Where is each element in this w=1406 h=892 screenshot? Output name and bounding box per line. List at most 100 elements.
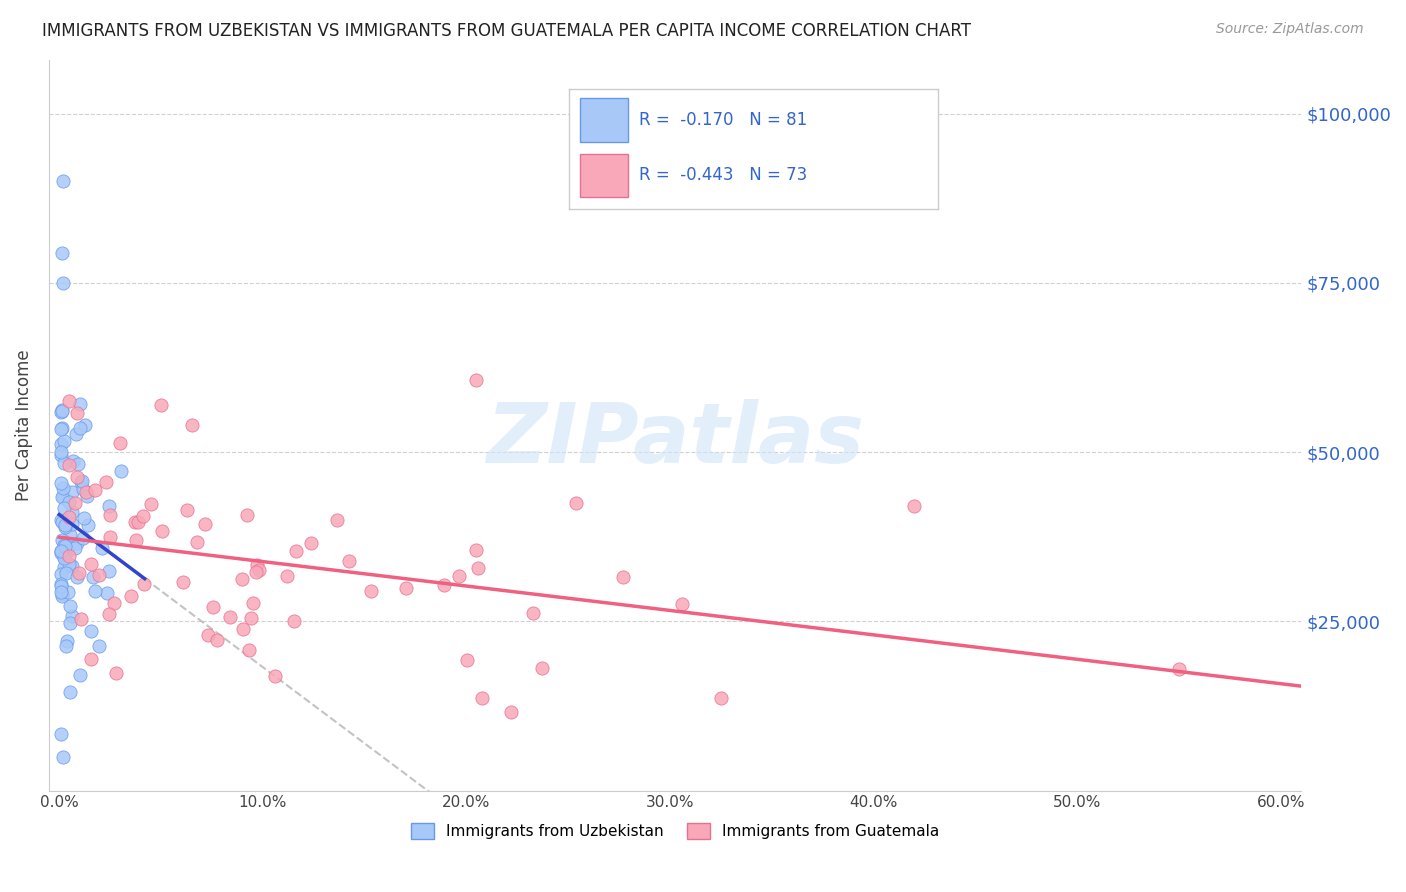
Point <box>53 549 76 564</box>
Point <box>75 485 97 500</box>
Point <box>66 569 89 583</box>
Point <box>60 517 83 532</box>
Point <box>51 585 73 599</box>
Point <box>186 535 208 549</box>
Point <box>242 596 264 610</box>
Point <box>70 612 93 626</box>
Point <box>76 517 98 532</box>
Point <box>246 558 269 573</box>
Point <box>612 570 634 584</box>
Point <box>464 373 486 387</box>
Point <box>903 500 925 514</box>
Point <box>59 599 82 614</box>
Point <box>56 634 79 648</box>
Point <box>82 570 104 584</box>
Point <box>59 615 82 630</box>
Point <box>70 475 93 489</box>
Point <box>395 581 418 595</box>
Point <box>108 436 131 450</box>
Point <box>132 577 155 591</box>
Point <box>51 546 73 560</box>
Point <box>433 577 456 591</box>
Point <box>53 434 76 449</box>
Point <box>172 574 194 589</box>
Point <box>52 481 75 495</box>
Point <box>58 393 80 408</box>
Point <box>65 427 87 442</box>
Point <box>51 544 73 558</box>
Point <box>194 516 217 531</box>
Point <box>55 639 77 653</box>
Point <box>124 515 146 529</box>
Point <box>202 599 225 614</box>
Point <box>98 508 121 522</box>
Point <box>55 518 77 533</box>
Point <box>73 418 96 433</box>
Point <box>87 568 110 582</box>
Point <box>180 418 202 433</box>
Point <box>69 668 91 682</box>
Point <box>51 544 73 558</box>
Point <box>66 470 89 484</box>
Point <box>67 566 90 580</box>
Point <box>60 608 83 623</box>
Point <box>150 524 173 538</box>
Text: IMMIGRANTS FROM UZBEKISTAN VS IMMIGRANTS FROM GUATEMALA PER CAPITA INCOME CORREL: IMMIGRANTS FROM UZBEKISTAN VS IMMIGRANTS… <box>42 22 972 40</box>
Point <box>104 665 127 680</box>
Point <box>124 533 146 548</box>
Point <box>80 624 103 639</box>
Point <box>59 528 82 542</box>
Point <box>205 633 228 648</box>
Point <box>285 543 308 558</box>
Point <box>51 579 73 593</box>
Text: Source: ZipAtlas.com: Source: ZipAtlas.com <box>1216 22 1364 37</box>
Point <box>283 614 305 628</box>
Point <box>51 422 73 436</box>
Point <box>149 398 172 412</box>
Point <box>72 531 94 545</box>
Point <box>522 607 544 621</box>
Point <box>51 448 73 462</box>
Point <box>55 566 77 580</box>
Point <box>51 727 73 741</box>
Point <box>51 533 73 547</box>
Point <box>62 454 84 468</box>
Point <box>58 495 80 509</box>
Point <box>73 510 96 524</box>
Point <box>51 476 73 491</box>
Point <box>51 489 73 503</box>
Point <box>236 508 259 523</box>
Point <box>51 577 73 591</box>
Point <box>1168 662 1191 676</box>
Point <box>58 458 80 472</box>
Point <box>264 669 287 683</box>
Point <box>51 404 73 418</box>
Point <box>51 405 73 419</box>
Point <box>51 437 73 451</box>
Point <box>132 509 155 524</box>
Point <box>52 550 75 565</box>
Y-axis label: Per Capita Income: Per Capita Income <box>15 350 32 501</box>
Point <box>231 572 253 586</box>
Point <box>339 553 361 567</box>
Point <box>671 597 693 611</box>
Point <box>52 749 75 764</box>
Point <box>247 563 270 577</box>
Point <box>276 569 298 583</box>
Point <box>447 569 470 583</box>
Point <box>55 519 77 533</box>
Point <box>51 516 73 530</box>
Point <box>90 541 112 555</box>
Point <box>710 690 733 705</box>
Point <box>467 561 489 575</box>
Point <box>197 628 219 642</box>
Text: ZIPatlas: ZIPatlas <box>486 400 865 480</box>
Point <box>52 276 75 290</box>
Point <box>120 589 142 603</box>
Point <box>110 464 132 478</box>
Point <box>219 610 242 624</box>
Point <box>103 596 125 610</box>
Point <box>59 685 82 699</box>
Point <box>51 245 73 260</box>
Point <box>60 558 83 573</box>
